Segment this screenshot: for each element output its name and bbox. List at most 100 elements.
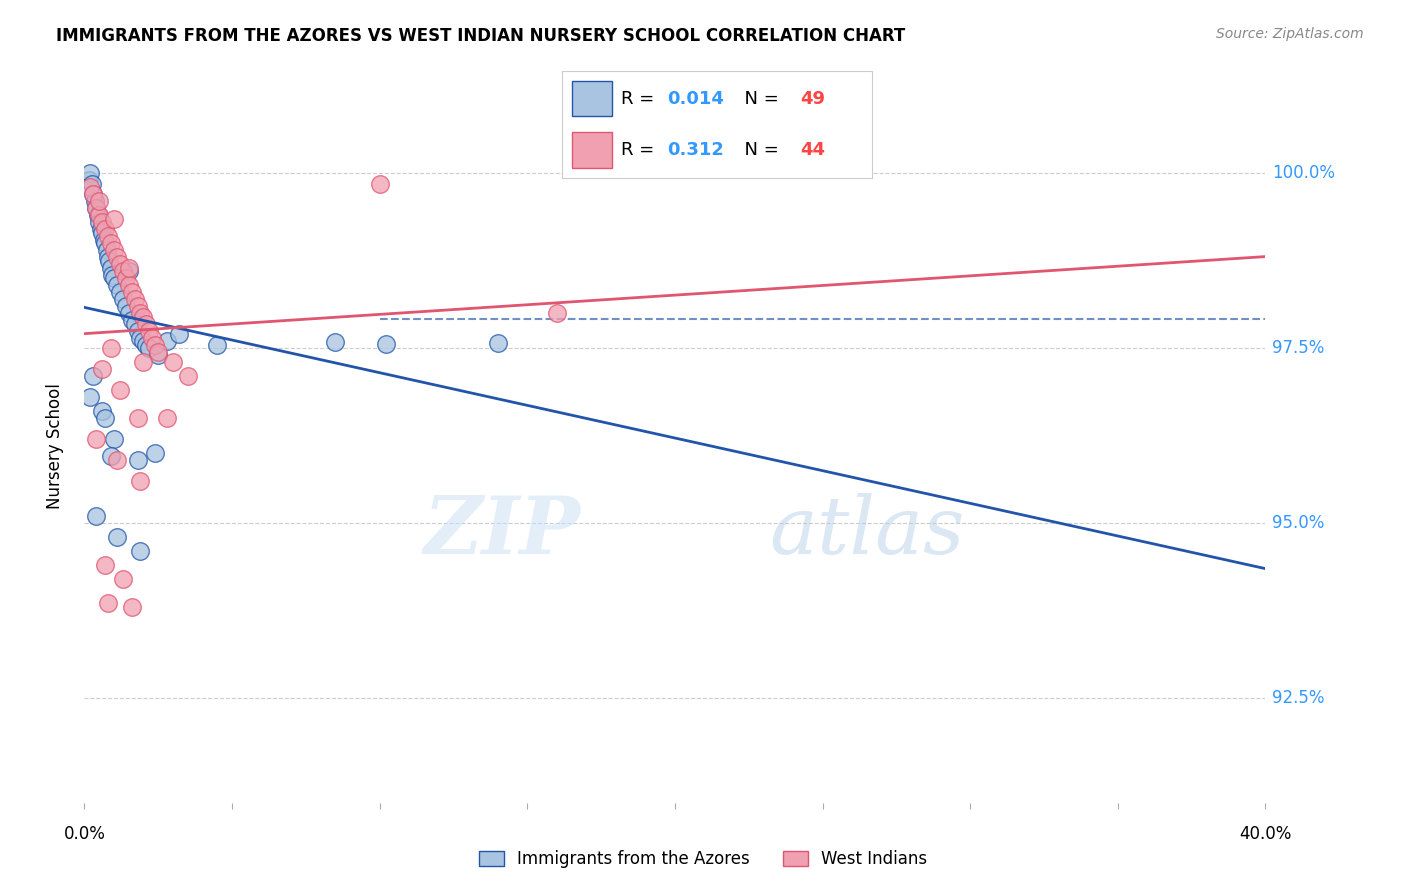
Point — [86, 208, 108, 222]
Point — [135, 317, 157, 331]
Text: 40.0%: 40.0% — [1239, 825, 1292, 843]
Point — [91, 226, 114, 240]
Text: ZIP: ZIP — [423, 493, 581, 570]
Point — [90, 222, 112, 236]
Point — [105, 530, 128, 544]
Point — [103, 271, 125, 285]
Point — [108, 383, 131, 397]
Point — [118, 278, 141, 293]
Point — [94, 236, 117, 251]
Point — [77, 173, 100, 187]
Point — [108, 285, 131, 299]
Text: 97.5%: 97.5% — [1272, 339, 1324, 357]
Point — [105, 453, 128, 467]
Text: atlas: atlas — [769, 493, 965, 570]
Text: R =: R = — [621, 141, 661, 159]
Point — [111, 572, 134, 586]
Point — [100, 260, 122, 275]
Point — [94, 411, 117, 425]
Point — [91, 362, 114, 376]
Point — [108, 257, 131, 271]
Point — [98, 253, 121, 268]
Text: 95.0%: 95.0% — [1272, 514, 1324, 532]
Point — [148, 344, 170, 359]
Point — [162, 355, 184, 369]
Point — [129, 544, 152, 558]
Point — [79, 166, 101, 180]
Point — [121, 599, 143, 614]
Point — [101, 268, 124, 282]
Text: R =: R = — [621, 90, 661, 108]
Point — [121, 313, 143, 327]
Point — [129, 474, 152, 488]
Bar — [572, 81, 612, 116]
Point — [79, 180, 101, 194]
Point — [129, 306, 152, 320]
Text: 100.0%: 100.0% — [1272, 164, 1336, 182]
Text: N =: N = — [733, 90, 785, 108]
Point — [129, 330, 152, 344]
Legend: Immigrants from the Azores, West Indians: Immigrants from the Azores, West Indians — [472, 844, 934, 875]
Point — [93, 233, 115, 247]
Text: Source: ZipAtlas.com: Source: ZipAtlas.com — [1216, 27, 1364, 41]
Point — [167, 327, 190, 342]
Point — [127, 299, 149, 313]
Point — [111, 292, 134, 306]
Text: 44: 44 — [800, 141, 825, 159]
Point — [374, 336, 396, 351]
Point — [94, 558, 117, 572]
Point — [132, 355, 155, 369]
Point — [94, 222, 117, 236]
Point — [82, 187, 104, 202]
Point — [84, 201, 107, 215]
Point — [97, 250, 120, 264]
Point — [486, 336, 509, 351]
Point — [124, 317, 146, 331]
Point — [323, 335, 347, 350]
Point — [132, 310, 155, 324]
Bar — [572, 132, 612, 168]
Point — [103, 243, 125, 257]
Point — [100, 341, 122, 355]
Point — [87, 208, 111, 222]
Point — [156, 411, 179, 425]
Point — [143, 446, 166, 460]
Text: 92.5%: 92.5% — [1272, 689, 1324, 706]
Point — [84, 432, 107, 446]
Point — [148, 348, 170, 362]
Point — [82, 369, 104, 384]
Point — [114, 271, 136, 285]
Text: 49: 49 — [800, 90, 825, 108]
Point — [132, 334, 155, 348]
Text: 0.0%: 0.0% — [63, 825, 105, 843]
Point — [97, 229, 120, 244]
Point — [83, 194, 105, 208]
Point — [124, 292, 146, 306]
Point — [103, 432, 125, 446]
Point — [91, 404, 114, 418]
Y-axis label: Nursery School: Nursery School — [45, 383, 63, 509]
Point — [114, 299, 136, 313]
Text: 0.014: 0.014 — [668, 90, 724, 108]
Point — [368, 177, 391, 191]
Point — [156, 334, 179, 348]
Point — [105, 250, 128, 264]
Point — [80, 177, 103, 191]
Point — [143, 337, 166, 351]
Point — [87, 194, 111, 208]
Point — [79, 390, 101, 404]
Point — [127, 411, 149, 425]
Point — [103, 211, 125, 226]
Point — [84, 508, 107, 523]
Point — [96, 243, 118, 257]
Point — [118, 306, 141, 320]
Text: 0.312: 0.312 — [668, 141, 724, 159]
Point — [82, 187, 104, 202]
Point — [141, 330, 163, 344]
Point — [135, 337, 157, 351]
Point — [87, 215, 111, 229]
Point — [138, 341, 160, 355]
Point — [546, 306, 568, 320]
Point — [100, 236, 122, 251]
Point — [111, 264, 134, 278]
